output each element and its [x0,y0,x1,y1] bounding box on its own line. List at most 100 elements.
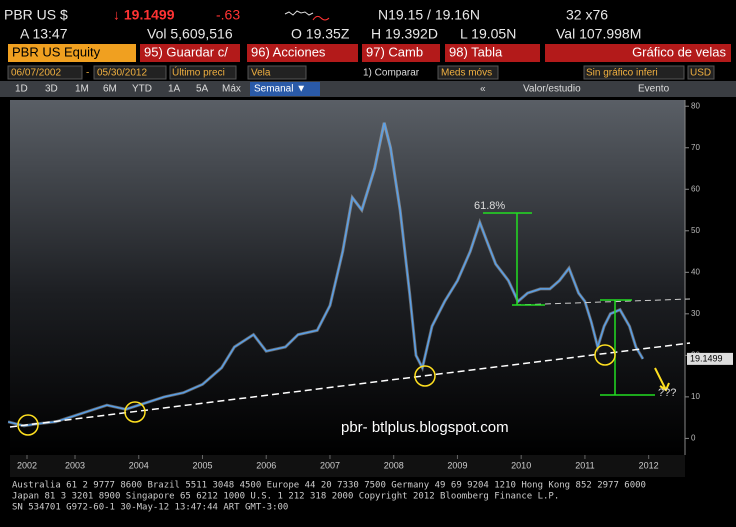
x-tick-label: 2011 [575,460,594,470]
range-button[interactable]: 3D [45,84,58,95]
open: O 19.35Z [291,26,350,42]
end-date: 05/30/2012 [97,68,147,79]
security: PBR US Equity [12,44,101,59]
y-tick-label: 10 [691,392,700,401]
change: -.63 [216,7,240,23]
fib-label: 61.8% [474,200,505,212]
range-button[interactable]: 1M [75,84,89,95]
footer-line: Japan 81 3 3201 8900 Singapore 65 6212 1… [12,492,559,502]
currency: USD [690,68,711,79]
field-box[interactable] [687,65,715,80]
footer: Australia 61 2 9777 8600 Brazil 5511 304… [12,481,646,513]
view-button[interactable] [545,44,731,62]
x-tick-label: 2002 [17,460,37,470]
field-box[interactable] [583,65,685,80]
menu-button[interactable] [445,44,540,62]
x-tick-label: 2004 [129,460,149,470]
range-button[interactable]: 1A [168,84,181,95]
field-box[interactable] [7,65,83,80]
x-tick-label: 2012 [639,460,659,470]
fib-lines [483,212,545,306]
field-box[interactable] [247,65,307,80]
start-date: 06/07/2002 [11,68,61,79]
menu-label: 96) Acciones [251,44,326,59]
arrow [654,367,670,392]
range-button[interactable]: 1D [15,84,28,95]
sparkline [284,10,314,16]
security-box[interactable] [8,44,136,62]
menu-button[interactable] [362,44,440,62]
bid-ask: N19.15 / 19.16N [378,7,480,23]
circle [594,344,616,366]
field-box[interactable] [437,65,499,80]
circle [17,414,39,436]
target-lines [600,299,655,396]
value: Val 107.998M [556,26,641,42]
ticker: PBR US $ [4,7,68,23]
period-box[interactable] [250,82,320,96]
volume: Vol 5,609,516 [147,26,233,42]
watermark: pbr- btlplus.blogspot.com [341,419,509,436]
x-tick-label: 2005 [192,460,212,470]
range-button[interactable]: YTD [132,84,152,95]
size: 32 x76 [566,7,608,23]
compare[interactable]: 1) Comparar [363,68,420,79]
last-price-box [687,352,733,365]
last-price: 19.1499 [690,353,723,363]
style: Vela [251,68,271,79]
button-row: 95) Guardar c/96) Acciones 97) Camb 98) Ta… [140,44,540,62]
resistance-line [514,298,691,306]
time: A 13:47 [20,26,68,42]
x-tick-label: 2006 [256,460,276,470]
x-axis-strip [10,455,685,477]
toolbar [0,81,736,97]
circle [124,401,146,423]
averages: Meds móvs [441,68,492,79]
y-tick-label: 80 [691,101,700,110]
drawings [9,212,691,436]
x-tick-label: 2007 [320,460,340,470]
low: L 19.05N [460,26,516,42]
range-button[interactable]: 6M [103,84,117,95]
range-button[interactable]: 5A [196,84,209,95]
x-tick-label: 2009 [447,460,467,470]
menu-button[interactable] [247,44,358,62]
plot: 0102030405060708020022003200420052006200… [7,101,733,470]
event[interactable]: Evento [638,84,670,95]
y-tick-label: 30 [691,309,700,318]
high: H 19.392D [371,26,438,42]
y-tick-label: 0 [691,434,696,443]
question-label: ??? [658,387,676,399]
field: Último preci [172,66,225,79]
field-box[interactable] [169,65,237,80]
period: Semanal ▼ [254,84,306,95]
price-line [7,122,644,427]
y-tick-label: 50 [691,226,700,235]
range-button[interactable]: Máx [222,84,241,95]
menu-button[interactable] [140,44,240,62]
x-tick-label: 2010 [511,460,531,470]
nav[interactable]: « [480,84,486,95]
price: ↓ 19.1499 [113,7,175,23]
menu-label: 98) Tabla [449,44,503,59]
view: Gráfico de velas [632,44,726,59]
y-tick-label: 60 [691,184,700,193]
range-buttons: 1D 3D 1M 6M YTD 1A 5A Máx [15,84,241,95]
x-tick-label: 2008 [384,460,404,470]
y-tick-label: 40 [691,267,700,276]
footer-line: SN 534701 G972-60-1 30-May-12 13:47:44 A… [12,503,288,513]
menu-label: 95) Guardar c/ [144,44,228,59]
study[interactable]: Valor/estudio [523,84,581,95]
sparkline-change [312,15,330,21]
field-box[interactable] [93,65,167,80]
footer-line: Australia 61 2 9777 8600 Brazil 5511 304… [12,481,646,491]
lower-chart: Sin gráfico inferi [586,68,658,79]
x-tick-label: 2003 [65,460,85,470]
menu-label: 97) Camb [366,44,423,59]
circle [414,365,436,387]
y-tick-label: 70 [691,143,700,152]
plot-background [10,100,685,455]
support-line [9,342,691,428]
